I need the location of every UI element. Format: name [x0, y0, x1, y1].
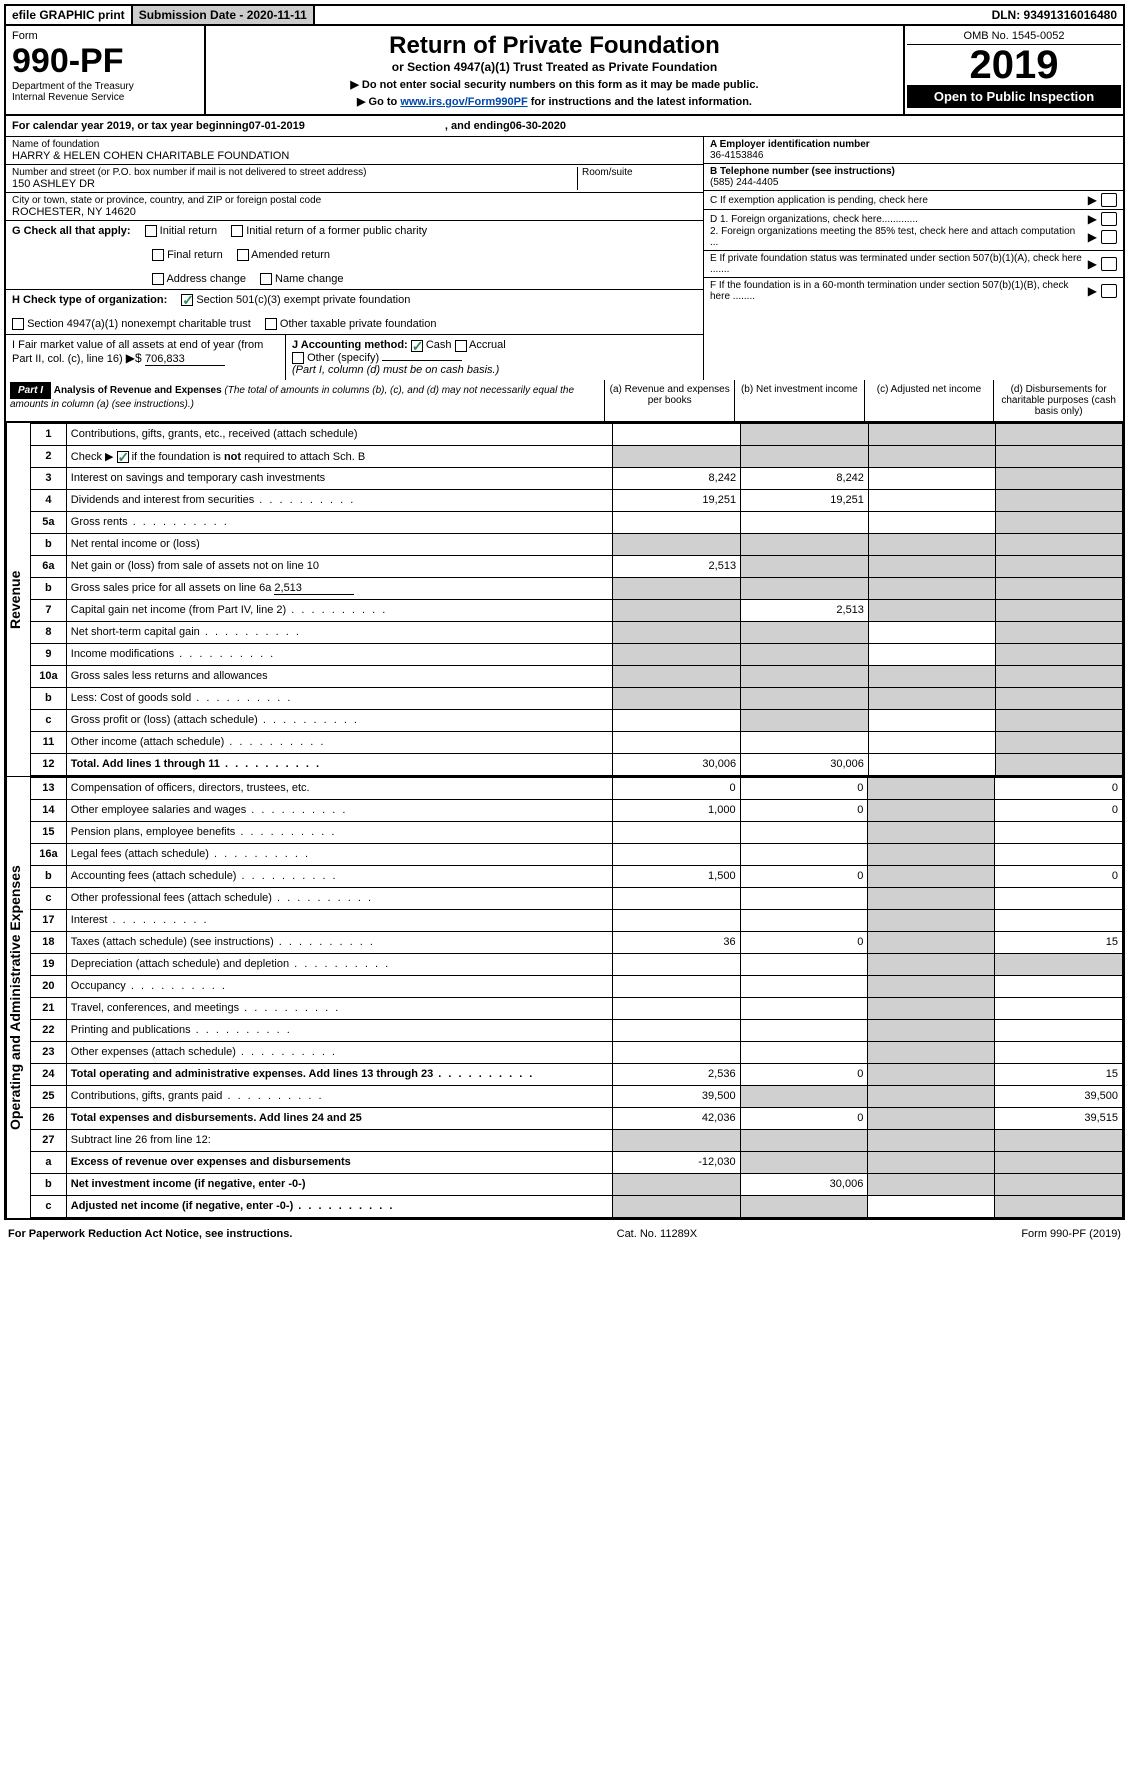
- submission-date: Submission Date - 2020-11-11: [133, 6, 315, 24]
- footer-formref: Form 990-PF (2019): [1021, 1228, 1121, 1240]
- form-990pf: efile GRAPHIC print Submission Date - 20…: [4, 4, 1125, 1220]
- form-label: Form: [12, 30, 198, 42]
- form-title: Return of Private Foundation: [212, 32, 897, 60]
- dept-irs: Internal Revenue Service: [12, 92, 198, 103]
- form-number: 990-PF: [12, 42, 198, 81]
- year-begin: 07-01-2019: [249, 120, 305, 132]
- chk-name-change[interactable]: [260, 273, 272, 285]
- dept-treasury: Department of the Treasury: [12, 81, 198, 92]
- revenue-section: Revenue 1Contributions, gifts, grants, e…: [6, 422, 1123, 776]
- street-address: 150 ASHLEY DR: [12, 178, 577, 190]
- irs-link[interactable]: www.irs.gov/Form990PF: [400, 96, 527, 108]
- chk-final[interactable]: [152, 249, 164, 261]
- col-d-hdr: (d) Disbursements for charitable purpose…: [993, 380, 1123, 421]
- chk-4947[interactable]: [12, 318, 24, 330]
- part1-header: Part I Analysis of Revenue and Expenses …: [6, 380, 1123, 422]
- chk-d1[interactable]: [1101, 212, 1117, 226]
- name-label: Name of foundation: [12, 139, 697, 150]
- a-label: A Employer identification number: [710, 139, 870, 150]
- chk-accrual[interactable]: [455, 340, 467, 352]
- note-ssn: ▶ Do not enter social security numbers o…: [212, 78, 897, 91]
- page-footer: For Paperwork Reduction Act Notice, see …: [0, 1224, 1129, 1244]
- form-header: Form 990-PF Department of the Treasury I…: [6, 26, 1123, 116]
- dln: DLN: 93491316016480: [986, 6, 1123, 24]
- city-label: City or town, state or province, country…: [12, 195, 697, 206]
- footer-catno: Cat. No. 11289X: [617, 1228, 698, 1240]
- form-subtitle: or Section 4947(a)(1) Trust Treated as P…: [212, 60, 897, 74]
- note-goto: ▶ Go to www.irs.gov/Form990PF for instru…: [212, 95, 897, 108]
- open-public: Open to Public Inspection: [907, 85, 1121, 108]
- addr-label: Number and street (or P.O. box number if…: [12, 167, 577, 178]
- chk-501c3[interactable]: [181, 294, 193, 306]
- identity-block: Name of foundation HARRY & HELEN COHEN C…: [6, 137, 1123, 380]
- d2-label: 2. Foreign organizations meeting the 85%…: [710, 226, 1084, 248]
- chk-amended[interactable]: [237, 249, 249, 261]
- expenses-section: Operating and Administrative Expenses 13…: [6, 776, 1123, 1218]
- d1-label: D 1. Foreign organizations, check here..…: [710, 214, 1084, 225]
- topbar: efile GRAPHIC print Submission Date - 20…: [6, 6, 1123, 26]
- chk-f[interactable]: [1101, 284, 1117, 298]
- chk-e[interactable]: [1101, 257, 1117, 271]
- calendar-year-row: For calendar year 2019, or tax year begi…: [6, 116, 1123, 137]
- expenses-label: Operating and Administrative Expenses: [6, 777, 30, 1218]
- c-label: C If exemption application is pending, c…: [710, 195, 1084, 206]
- revenue-label: Revenue: [6, 423, 30, 776]
- j-label: J Accounting method:: [292, 339, 408, 351]
- part1-title: Analysis of Revenue and Expenses: [54, 385, 222, 396]
- foundation-name: HARRY & HELEN COHEN CHARITABLE FOUNDATIO…: [12, 150, 697, 162]
- tax-year: 2019: [907, 45, 1121, 85]
- e-label: E If private foundation status was termi…: [710, 253, 1084, 275]
- phone-value: (585) 244-4405: [710, 177, 778, 188]
- chk-cash[interactable]: [411, 340, 423, 352]
- chk-initial-former[interactable]: [231, 225, 243, 237]
- chk-schb[interactable]: [117, 451, 129, 463]
- revenue-table: 1Contributions, gifts, grants, etc., rec…: [30, 423, 1123, 776]
- chk-d2[interactable]: [1101, 230, 1117, 244]
- chk-c[interactable]: [1101, 193, 1117, 207]
- i-value: 706,833: [145, 353, 225, 366]
- g-label: G Check all that apply:: [12, 225, 131, 237]
- col-a-hdr: (a) Revenue and expenses per books: [604, 380, 734, 421]
- ein-value: 36-4153846: [710, 150, 763, 161]
- j-note: (Part I, column (d) must be on cash basi…: [292, 364, 499, 376]
- chk-other-method[interactable]: [292, 352, 304, 364]
- city-state-zip: ROCHESTER, NY 14620: [12, 206, 697, 218]
- chk-addr-change[interactable]: [152, 273, 164, 285]
- chk-initial[interactable]: [145, 225, 157, 237]
- b-label: B Telephone number (see instructions): [710, 166, 895, 177]
- col-c-hdr: (c) Adjusted net income: [864, 380, 994, 421]
- expenses-table: 13Compensation of officers, directors, t…: [30, 777, 1123, 1218]
- year-end: 06-30-2020: [510, 120, 566, 132]
- room-label: Room/suite: [577, 167, 697, 190]
- f-label: F If the foundation is in a 60-month ter…: [710, 280, 1084, 302]
- part1-label: Part I: [10, 382, 51, 399]
- col-b-hdr: (b) Net investment income: [734, 380, 864, 421]
- footer-left: For Paperwork Reduction Act Notice, see …: [8, 1228, 292, 1240]
- chk-other-taxable[interactable]: [265, 318, 277, 330]
- efile-label: efile GRAPHIC print: [6, 6, 133, 24]
- h-label: H Check type of organization:: [12, 294, 167, 306]
